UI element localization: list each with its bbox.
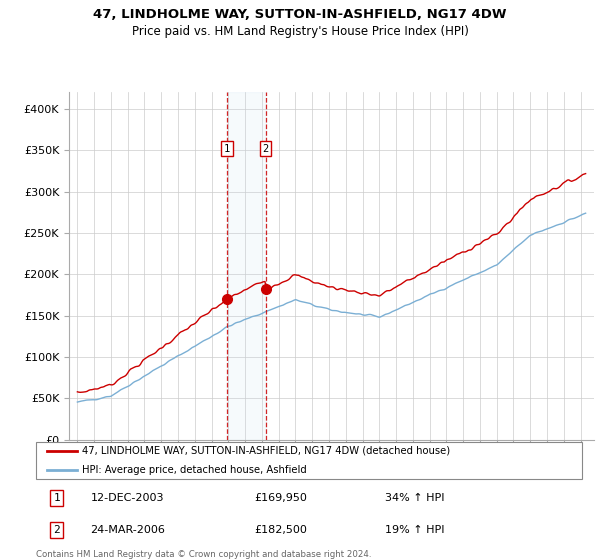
Text: 1: 1: [53, 493, 60, 503]
Text: £169,950: £169,950: [254, 493, 307, 503]
Text: 47, LINDHOLME WAY, SUTTON-IN-ASHFIELD, NG17 4DW: 47, LINDHOLME WAY, SUTTON-IN-ASHFIELD, N…: [93, 8, 507, 21]
Text: 2: 2: [263, 143, 269, 153]
Text: £182,500: £182,500: [254, 525, 307, 535]
Text: 12-DEC-2003: 12-DEC-2003: [91, 493, 164, 503]
Text: 47, LINDHOLME WAY, SUTTON-IN-ASHFIELD, NG17 4DW (detached house): 47, LINDHOLME WAY, SUTTON-IN-ASHFIELD, N…: [82, 446, 451, 456]
Text: 1: 1: [224, 143, 230, 153]
Text: 24-MAR-2006: 24-MAR-2006: [91, 525, 166, 535]
Text: 19% ↑ HPI: 19% ↑ HPI: [385, 525, 445, 535]
Text: Contains HM Land Registry data © Crown copyright and database right 2024.
This d: Contains HM Land Registry data © Crown c…: [36, 550, 371, 560]
Text: 34% ↑ HPI: 34% ↑ HPI: [385, 493, 445, 503]
Bar: [227, 92, 266, 440]
Text: 2: 2: [53, 525, 60, 535]
FancyBboxPatch shape: [36, 442, 582, 479]
Text: Price paid vs. HM Land Registry's House Price Index (HPI): Price paid vs. HM Land Registry's House …: [131, 25, 469, 38]
Text: HPI: Average price, detached house, Ashfield: HPI: Average price, detached house, Ashf…: [82, 465, 307, 475]
